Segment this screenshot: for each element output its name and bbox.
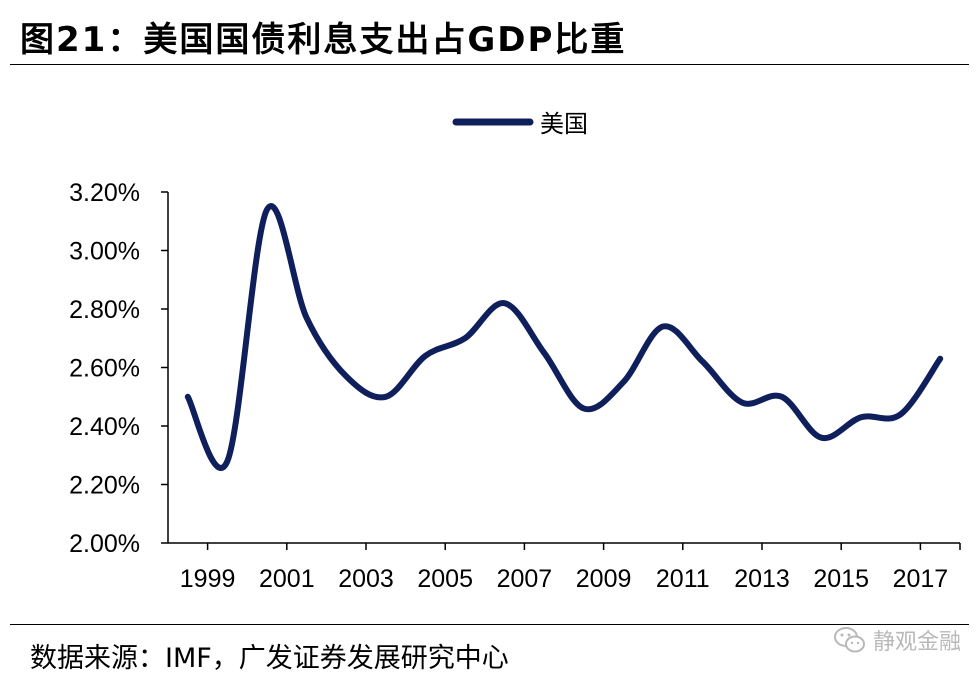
footer-divider — [10, 624, 969, 625]
x-tick-label: 2013 — [734, 565, 790, 593]
title-divider — [10, 64, 969, 65]
x-tick-label: 2011 — [656, 565, 710, 593]
x-tick-label: 1999 — [180, 565, 236, 593]
figure-title: 图21：美国国债利息支出占GDP比重 — [20, 20, 627, 60]
x-ticks: 1999 2001 2003 2005 2007 2009 2011 2013 2015 2017 — [180, 543, 961, 593]
legend: 美国 — [452, 110, 588, 138]
x-tick-label: 2009 — [576, 565, 632, 593]
legend-label: 美国 — [540, 110, 588, 138]
y-tick-label: 2.00% — [69, 530, 140, 558]
x-tick-label: 2007 — [497, 565, 553, 593]
y-tick-label: 3.00% — [69, 238, 140, 266]
y-tick-label: 2.60% — [69, 355, 140, 383]
y-tick-label: 2.40% — [69, 413, 140, 441]
y-tick-label: 2.20% — [69, 472, 140, 500]
x-tick-label: 2017 — [893, 565, 949, 593]
watermark: 静观金融 — [833, 624, 961, 656]
y-tick-label: 3.20% — [69, 179, 140, 207]
y-tick-label: 2.80% — [69, 296, 140, 324]
wechat-icon — [833, 627, 865, 653]
x-tick-label: 2001 — [259, 565, 315, 593]
series-line-us — [184, 203, 944, 471]
watermark-text: 静观金融 — [872, 630, 961, 655]
y-ticks: 2.00% 2.20% 2.40% 2.60% 2.80% 3.00% 3.20% — [69, 179, 168, 558]
x-tick-label: 2005 — [417, 565, 473, 593]
x-tick-label: 2015 — [813, 565, 869, 593]
x-tick-label: 2003 — [338, 565, 394, 593]
source-note: 数据来源：IMF，广发证券发展研究中心 — [30, 643, 509, 674]
line-chart: 美国 2.00% 2.20% 2.40% 2.60% 2.80% 3.00% 3.20% 1… — [69, 110, 961, 593]
